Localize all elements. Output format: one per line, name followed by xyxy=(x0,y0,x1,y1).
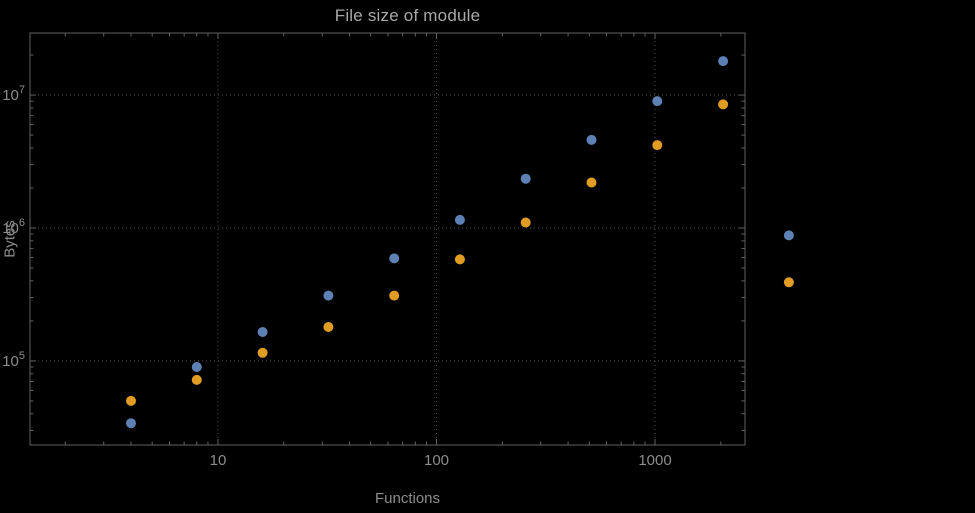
data-point xyxy=(652,96,663,107)
data-point xyxy=(389,253,400,264)
data-point xyxy=(454,214,465,225)
data-point xyxy=(520,217,531,228)
data-point xyxy=(323,322,334,332)
data-point xyxy=(323,290,334,301)
y-tick-label: 105 xyxy=(2,350,25,370)
data-point xyxy=(126,395,136,406)
data-point xyxy=(718,99,729,110)
chart-title: File size of module xyxy=(334,6,481,25)
plot-frame xyxy=(29,32,746,446)
data-point xyxy=(389,290,400,301)
data-point xyxy=(191,374,202,385)
data-point xyxy=(520,173,531,184)
gridlines xyxy=(30,33,745,445)
axis-ticks xyxy=(30,33,745,445)
data-point xyxy=(257,327,268,337)
x-tick-label: 10 xyxy=(210,452,227,469)
data-point xyxy=(126,418,136,429)
tick-labels: 10 100 1000 105 106 107 xyxy=(2,84,672,469)
data-point xyxy=(718,56,729,67)
data-point xyxy=(586,134,597,145)
data-point xyxy=(257,347,268,358)
y-axis-label: Bytes xyxy=(1,220,19,258)
data-point xyxy=(783,277,794,288)
data-point xyxy=(586,177,597,188)
data-point xyxy=(652,140,663,151)
x-axis-label: Functions xyxy=(374,490,441,507)
x-tick-label: 100 xyxy=(424,452,449,469)
data-point xyxy=(783,230,794,241)
y-tick-label: 106 xyxy=(2,217,25,237)
x-tick-label: 1000 xyxy=(638,452,671,469)
data-point xyxy=(191,362,202,372)
scatter-series-series2 xyxy=(126,99,794,406)
scatter-series-series1 xyxy=(126,56,794,429)
y-tick-label: 107 xyxy=(2,84,25,104)
data-point xyxy=(454,254,465,265)
